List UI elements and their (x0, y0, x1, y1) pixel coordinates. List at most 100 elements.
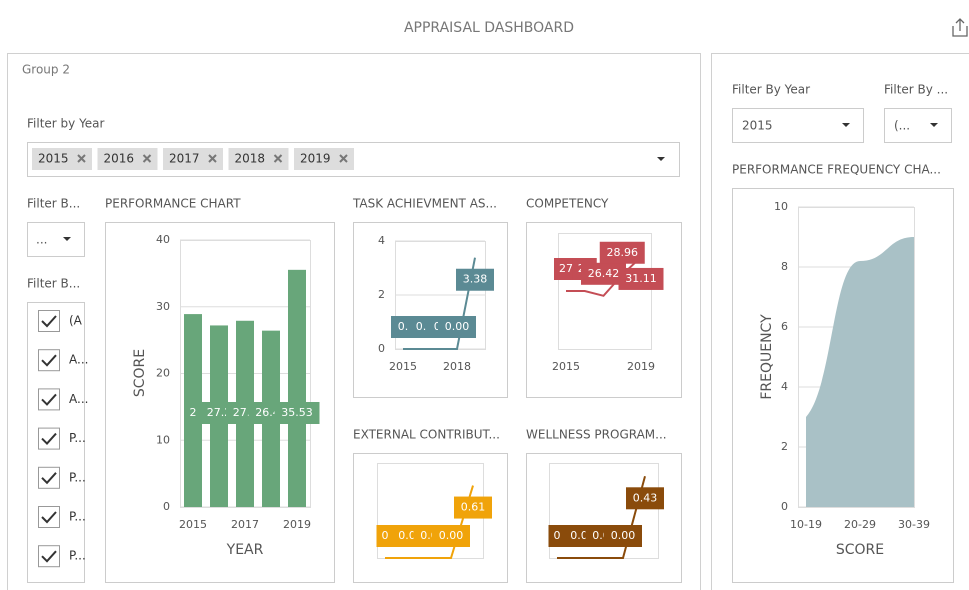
data-label: 0.00 (439, 529, 464, 542)
data-label-bg (432, 525, 470, 547)
checkbox[interactable] (38, 388, 60, 411)
dropdown-arrow[interactable] (657, 157, 665, 161)
data-label: 2 (190, 406, 197, 419)
data-label-bg (604, 525, 642, 547)
data-label: 28.96 (607, 246, 639, 259)
check-label: (A (69, 314, 83, 328)
y-tick-label: 4 (781, 380, 788, 393)
data-label: 3.38 (463, 273, 488, 286)
tag-label: 2019 (300, 152, 331, 166)
checkbox[interactable] (38, 310, 60, 332)
group-panel (7, 53, 701, 590)
x-tick-label: 2019 (627, 360, 655, 373)
checkmark (41, 315, 57, 328)
data-label: 0.00 (445, 320, 470, 333)
tag[interactable] (163, 148, 223, 170)
data-label-bg (454, 496, 492, 519)
check-label: P... (69, 549, 86, 563)
checkmark (41, 511, 57, 524)
checkmark (41, 550, 57, 563)
data-label-bg (599, 241, 645, 264)
data-label: 0 (554, 529, 561, 542)
checkbox[interactable] (38, 545, 60, 568)
tag-remove[interactable] (339, 154, 348, 163)
tag-remove[interactable] (77, 154, 86, 163)
x-tick-label: 2015 (389, 360, 417, 373)
y-tick-label: 0 (378, 342, 385, 355)
dropdown-arrow[interactable] (63, 237, 71, 241)
select-value: ... (36, 233, 47, 247)
dashboard-title: APPRAISAL DASHBOARD (404, 20, 574, 36)
filter-label: Filter by Year (27, 117, 105, 131)
data-label-bg (456, 268, 494, 291)
checkmark (41, 354, 57, 367)
y-axis-label: SCORE (132, 349, 148, 397)
y-tick-label: 8 (781, 260, 788, 273)
chart-title: PERFORMANCE FREQUENCY CHA... (732, 163, 941, 177)
data-label: 0.00 (611, 529, 636, 542)
x-tick-label: 2015 (179, 518, 207, 531)
data-label: 26.42 (588, 267, 620, 280)
data-label-bg (581, 262, 626, 285)
check-label: P... (69, 510, 86, 524)
y-tick-label: 6 (781, 320, 788, 333)
data-label-bg (438, 316, 476, 338)
checkbox[interactable] (38, 349, 60, 372)
data-label-bg (554, 258, 578, 280)
data-label: 31.11 (625, 272, 657, 285)
y-tick-label: 20 (156, 367, 170, 380)
filter-label: Filter B... (27, 197, 80, 211)
y-tick-label: 2 (378, 288, 385, 301)
check-label: A... (69, 392, 88, 406)
y-tick-label: 30 (156, 300, 170, 313)
chart-title: PERFORMANCE CHART (105, 197, 241, 211)
tag-label: 2017 (169, 152, 200, 166)
x-tick-label: 20-29 (844, 518, 876, 531)
chart-title: COMPETENCY (526, 197, 609, 211)
filter-label: Filter By ... (884, 83, 948, 97)
dropdown-arrow[interactable] (930, 123, 938, 127)
y-tick-label: 40 (156, 233, 170, 246)
tag-label: 2016 (104, 152, 135, 166)
checkbox[interactable] (38, 466, 60, 489)
data-label: 0.61 (461, 501, 486, 514)
export-icon[interactable] (952, 18, 968, 37)
data-label-bg (376, 525, 394, 547)
data-label: 0.43 (633, 491, 658, 504)
data-label: 0. (416, 320, 427, 333)
chart-title: WELLNESS PROGRAM... (526, 428, 667, 442)
y-tick-label: 2 (781, 440, 788, 453)
data-label-bg (184, 402, 202, 424)
filter-label: Filter B... (27, 277, 80, 291)
tag[interactable] (294, 148, 354, 170)
y-tick-label: 4 (378, 234, 385, 247)
select[interactable] (884, 108, 952, 143)
data-label-bg (548, 525, 566, 547)
tag-remove[interactable] (142, 154, 152, 163)
checkbox[interactable] (38, 427, 60, 450)
data-label-bg (618, 267, 664, 290)
tag-remove[interactable] (208, 154, 217, 163)
x-tick-label: 10-19 (790, 518, 822, 531)
data-label: 0. (398, 320, 409, 333)
chart-title: EXTERNAL CONTRIBUT... (353, 428, 500, 442)
chart-frame (353, 222, 508, 398)
y-axis-label: FREQUENCY (759, 314, 775, 400)
data-label: 27 (559, 262, 573, 275)
data-label: 27.2 (207, 406, 232, 419)
x-tick-label: 2019 (283, 518, 311, 531)
group-title: Group 2 (22, 63, 70, 77)
tag-remove[interactable] (273, 154, 283, 163)
x-axis-label: SCORE (836, 542, 884, 558)
tag[interactable] (97, 148, 158, 170)
check-label: P... (69, 470, 86, 484)
tag[interactable] (32, 148, 92, 170)
checkmark (41, 472, 57, 485)
select[interactable] (27, 222, 85, 257)
data-label: 0.0 (570, 529, 588, 542)
dropdown-arrow[interactable] (842, 123, 850, 127)
tag[interactable] (228, 148, 289, 170)
checkbox[interactable] (38, 506, 60, 528)
select[interactable] (732, 108, 864, 143)
tag-label: 2018 (235, 152, 266, 166)
